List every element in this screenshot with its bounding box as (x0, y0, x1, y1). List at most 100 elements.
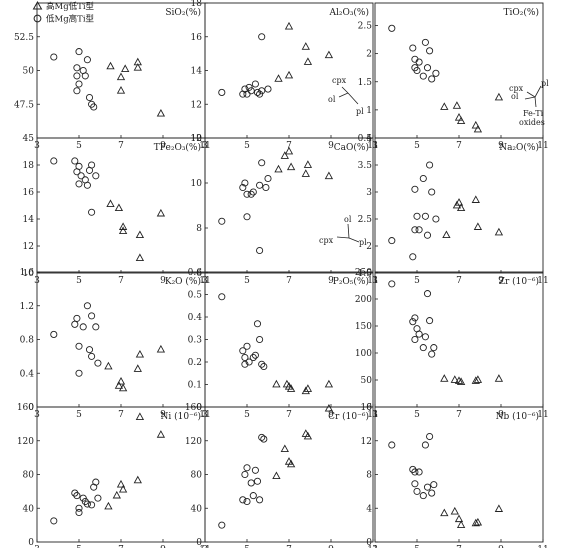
triangle-point (456, 116, 466, 124)
panel-title: Al₂O₃(%) (328, 7, 369, 18)
circle-point (88, 208, 96, 216)
triangle-point (274, 74, 283, 82)
triangle-point (473, 517, 483, 526)
vector-ol (338, 92, 349, 98)
circle-point (71, 320, 79, 328)
y-tick-label: 12 (361, 437, 372, 447)
triangle-point (454, 514, 464, 523)
triangle-point (156, 208, 166, 217)
circle-point (413, 66, 421, 75)
x-tick-label: 5 (244, 545, 250, 548)
circle-point (411, 185, 419, 193)
circle-point (50, 517, 58, 525)
x-tick-label: 9 (160, 276, 166, 286)
x-tick-label: 7 (286, 141, 292, 151)
x-tick-label: 9 (498, 141, 504, 151)
fractionation-vectors: ol cpx pl (319, 215, 367, 247)
circle-point (94, 494, 102, 502)
triangle-point (118, 226, 128, 235)
x-tick-label: 7 (118, 141, 124, 151)
x-tick-label: 5 (76, 276, 82, 286)
vector-pl (348, 237, 360, 243)
y-tick-label: 10 (191, 179, 203, 189)
y-tick-label: 50 (23, 67, 35, 77)
x-tick-label: 9 (328, 276, 334, 286)
y-tick-label: 2 (366, 242, 372, 252)
circle-point (421, 333, 429, 341)
circle-point (75, 342, 83, 350)
triangle-point (133, 57, 142, 66)
circle-point (415, 468, 423, 476)
y-tick-label: 120 (185, 437, 202, 447)
vector-label-cpx: cpx (332, 76, 347, 85)
panel-10: 35791104080120160Ni (10⁻⁶)MgO (%) (17, 403, 211, 548)
triangle-point (280, 444, 289, 453)
series-low-mg-high-ti (50, 302, 102, 377)
vector-label-pl: pl (359, 238, 367, 247)
plot-frame (374, 271, 544, 408)
triangle-point (135, 253, 145, 261)
vector-label-oxides: oxides (519, 118, 545, 127)
x-tick-label: 7 (118, 545, 124, 548)
y-tick-label: 150 (355, 322, 372, 332)
circle-point (409, 44, 417, 52)
circle-point (249, 353, 257, 362)
triangle-point (156, 430, 166, 438)
circle-point (75, 180, 83, 188)
series-high-mg-low-ti (106, 199, 166, 261)
triangle-point (272, 471, 281, 480)
triangle-point (156, 344, 166, 353)
y-tick-label: 16 (361, 403, 373, 413)
circle-point (247, 479, 255, 487)
x-tick-label: 7 (118, 410, 124, 420)
series-high-mg-low-ti (440, 374, 504, 386)
circle-point (75, 80, 83, 88)
triangle-point (494, 504, 504, 512)
series-high-mg-low-ti (106, 57, 166, 117)
circle-point (92, 323, 100, 331)
circle-point (251, 80, 259, 88)
triangle-point (286, 162, 296, 171)
series-low-mg-high-ti (50, 48, 98, 111)
x-tick-label: 11 (199, 545, 210, 548)
circle-point (430, 344, 438, 352)
circle-point (388, 237, 396, 245)
triangle-point (324, 50, 334, 59)
circle-point (428, 350, 436, 358)
triangle-point (116, 86, 126, 94)
circle-point (88, 352, 96, 360)
series-low-mg-high-ti (388, 24, 440, 83)
triangle-point (284, 146, 294, 155)
triangle-point (284, 21, 294, 30)
circle-point (258, 33, 266, 41)
triangle-point (494, 374, 504, 382)
x-tick-label: 5 (76, 141, 82, 151)
x-tick-label: 5 (414, 410, 420, 420)
x-tick-label: 9 (160, 545, 166, 548)
series-low-mg-high-ti (388, 161, 440, 261)
circle-point (243, 190, 251, 198)
vector-cpx (526, 91, 536, 98)
y-tick-label: 120 (17, 437, 34, 447)
x-tick-label: 3 (34, 545, 40, 548)
y-tick-label: 0 (366, 538, 372, 548)
circle-point (243, 213, 251, 221)
circle-point (256, 246, 264, 255)
circle-point (50, 157, 58, 165)
y-tick-label: 0 (196, 403, 202, 413)
triangle-point (301, 42, 310, 50)
y-tick-label: 1.5 (358, 269, 373, 279)
circle-point (73, 72, 81, 80)
y-tick-label: 14 (23, 215, 35, 225)
vector-ol (524, 96, 536, 100)
triangle-point (471, 120, 480, 129)
triangle-point (473, 222, 483, 230)
triangle-point (156, 108, 166, 117)
triangle-point (112, 490, 121, 499)
vector-fe-ti (534, 96, 537, 108)
panel-title: TFe₂O₃(%) (154, 142, 201, 153)
x-tick-label: 7 (286, 410, 292, 420)
triangle-point (473, 375, 483, 383)
vector-label-pl: pl (356, 107, 364, 116)
